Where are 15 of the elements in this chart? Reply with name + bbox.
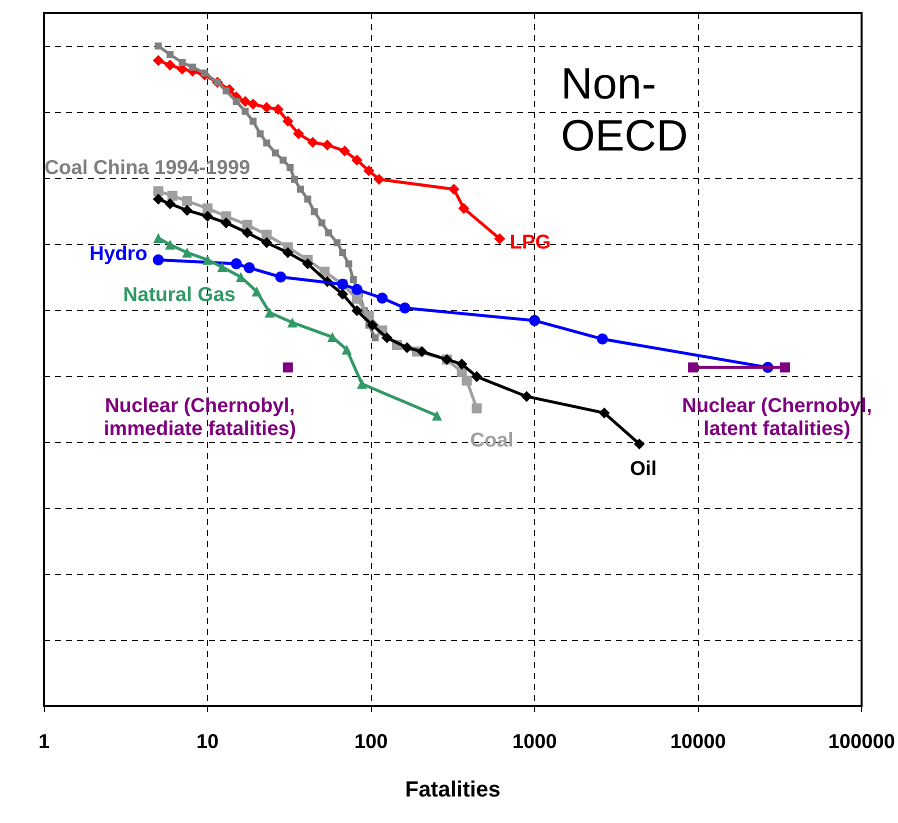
series-label: Natural Gas xyxy=(123,284,236,306)
series-label: Hydro xyxy=(90,242,148,265)
series-label: Coal China 1994-1999 xyxy=(44,157,250,179)
x-tick-label: 10000 xyxy=(670,731,726,753)
x-tick-label: 100 xyxy=(354,731,388,753)
x-tick-label: 10 xyxy=(196,731,219,753)
x-tick-label: 1 xyxy=(38,731,50,753)
annotation: Non- OECD xyxy=(560,60,688,160)
series-label: Nuclear (Chernobyl, immediate fatalities) xyxy=(104,394,296,440)
x-axis-title: Fatalities xyxy=(405,776,501,802)
x-tick-label: 1000 xyxy=(512,731,557,753)
x-tick-label: 100000 xyxy=(828,731,896,753)
series-label: Oil xyxy=(630,458,657,480)
series-label: Coal xyxy=(470,429,514,452)
series-label: LPG xyxy=(510,232,551,254)
